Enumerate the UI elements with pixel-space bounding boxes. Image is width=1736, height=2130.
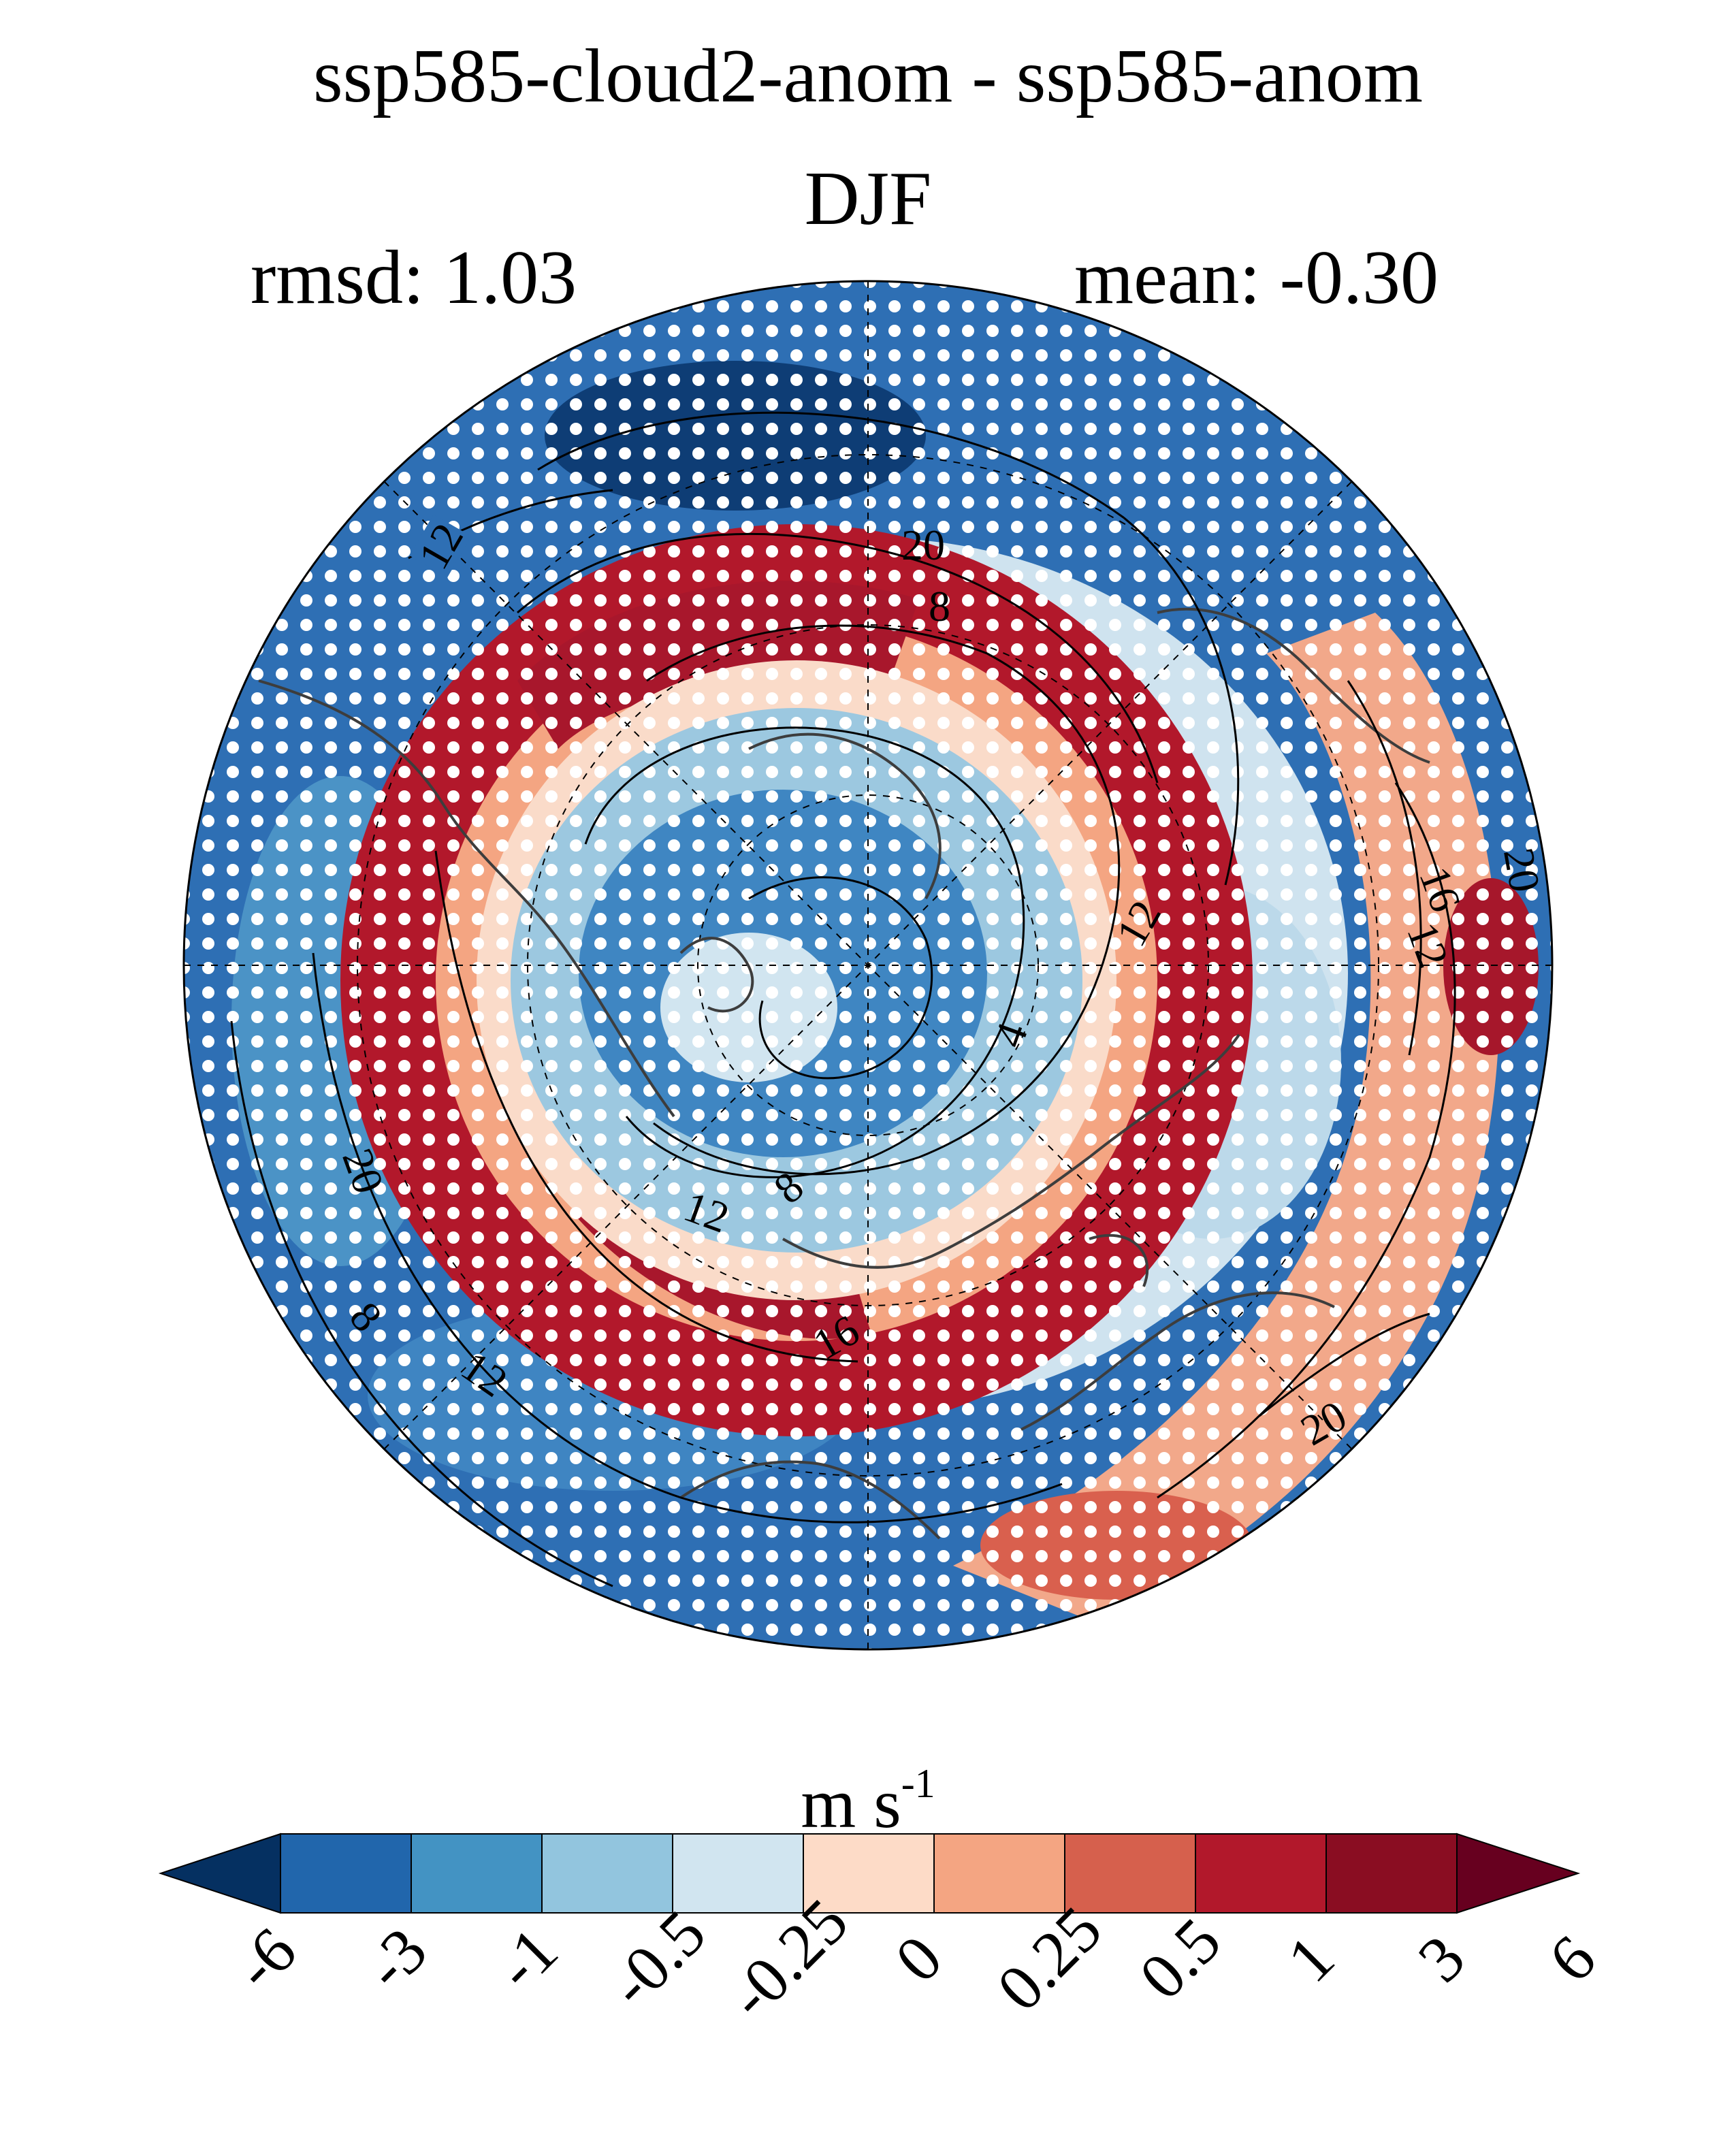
colorbar: -6 -3 -1 -0.5-0.25 0 0.25 0.5 1 3 6 — [158, 1833, 1609, 2033]
colorbar-tick-label: -3 — [351, 1914, 440, 2003]
colorbar-box — [672, 1833, 804, 1914]
contour-label: 20 — [1494, 844, 1549, 895]
colorbar-tick-label: 1 — [1273, 1921, 1348, 1996]
wind-contours — [230, 411, 1456, 1587]
colorbar-tick-label: -0.5 — [594, 1896, 719, 2020]
units-exponent: -1 — [901, 1761, 935, 1806]
colorbar-extend-max — [1456, 1833, 1581, 1914]
map-boundary — [182, 280, 1554, 1651]
contour-label-bg — [409, 514, 472, 578]
polar-map: 12 20 8 12 16 12 20 4 12 8 20 8 12 16 20 — [184, 281, 1552, 1649]
colorbar-tick-label: 0.5 — [1125, 1904, 1235, 2014]
mean-label: mean: -0.30 — [1074, 236, 1438, 320]
colorbar-box — [1325, 1833, 1458, 1914]
colorbar-tick-label: 3 — [1404, 1921, 1479, 1996]
contour-label: 20 — [901, 521, 945, 569]
colorbar-box — [1195, 1833, 1327, 1914]
colorbar-extend-min — [158, 1833, 281, 1914]
colorbar-tick-label: 0 — [881, 1921, 956, 1996]
colorbar-box — [411, 1833, 543, 1914]
colorbar-tick-label: -1 — [481, 1914, 571, 2003]
rmsd-label: rmsd: 1.03 — [251, 236, 577, 320]
colorbar-box — [280, 1833, 412, 1914]
contour-label: 8 — [929, 582, 950, 630]
colorbar-units: m s-1 — [0, 1763, 1736, 1839]
colorbar-box — [803, 1833, 935, 1914]
colorbar-box — [933, 1833, 1065, 1914]
colorbar-box — [541, 1833, 673, 1914]
coastlines — [258, 607, 1430, 1540]
colorbar-tick-label: 6 — [1534, 1921, 1609, 1996]
graticule — [184, 281, 1552, 1649]
chart-subtitle: DJF — [804, 157, 932, 241]
colorbar-box — [1064, 1833, 1196, 1914]
units-base: m s — [801, 1764, 901, 1843]
colorbar-tick-label: -6 — [220, 1914, 310, 2003]
chart-title: ssp585-cloud2-anom - ssp585-anom — [312, 34, 1423, 118]
